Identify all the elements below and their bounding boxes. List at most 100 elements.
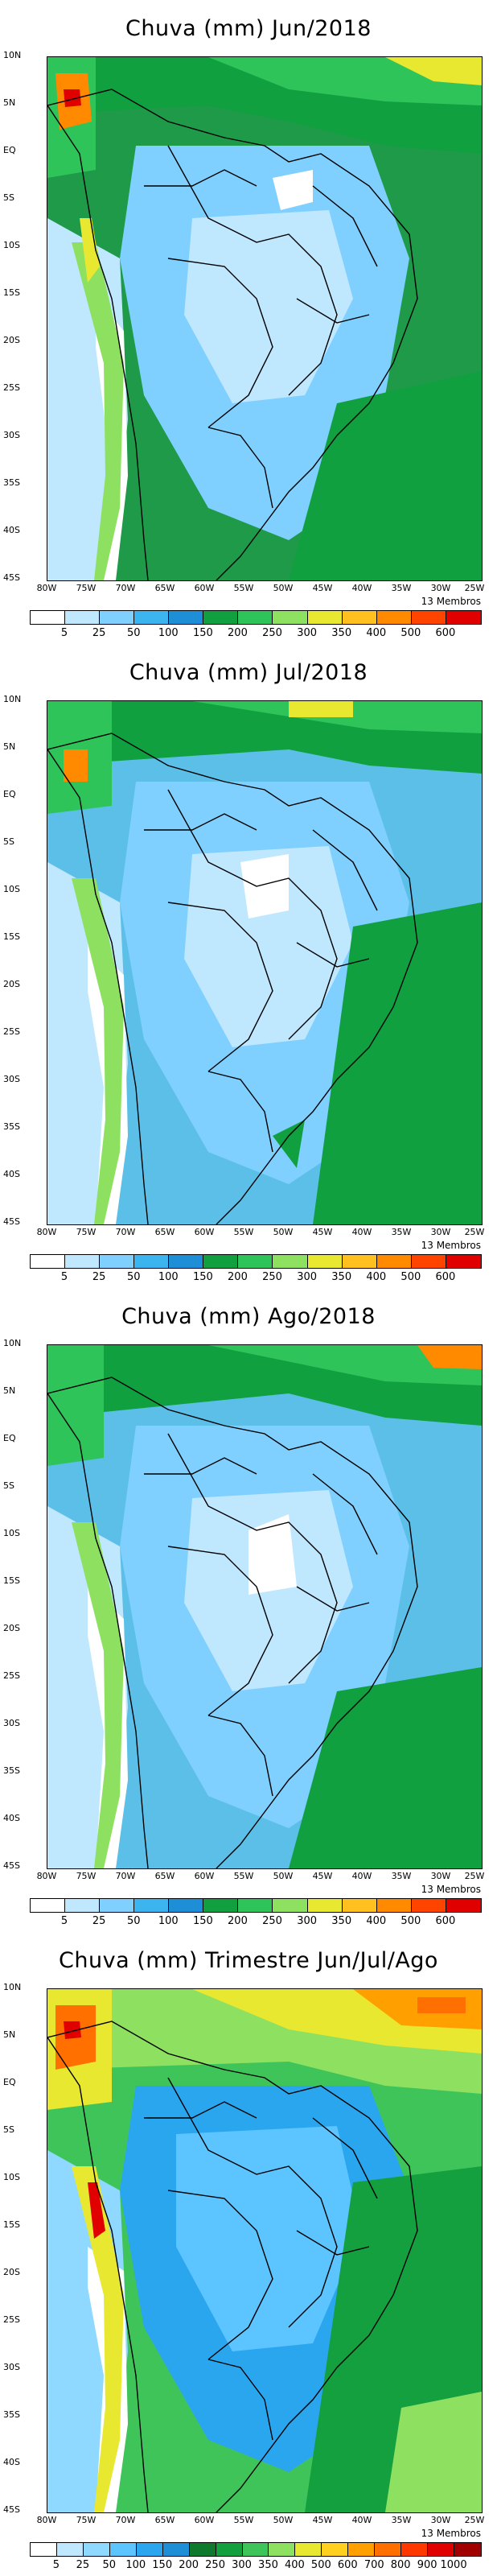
colorbar-swatch — [446, 1255, 481, 1268]
lat-label: 5N — [3, 1385, 16, 1396]
colorbar-ticks: 5 25 50 100 150 200 250 300 350 400 500 600 700 800 90… — [30, 2559, 480, 2572]
colorbar-tick-label: 400 — [366, 1271, 387, 1283]
lon-label: 50W — [273, 2515, 294, 2525]
colorbar-tick-label: 150 — [152, 2559, 173, 2571]
lat-label: 45S — [3, 1216, 20, 1227]
colorbar-tick-label: 50 — [102, 2559, 117, 2571]
map-area — [47, 1344, 483, 1869]
colorbar-tick-label: 600 — [435, 1271, 456, 1283]
lat-label: EQ — [3, 1433, 16, 1443]
lon-label: 35W — [391, 583, 412, 593]
colorbar-swatch — [238, 1899, 273, 1912]
colorbar-ticks: 5 25 50 100 150 200 250 300 350 400 500 600 — [30, 1271, 480, 1284]
panel-title: Chuva (mm) Trimestre Jun/Jul/Ago — [59, 1948, 438, 1973]
colorbar-swatch — [31, 1255, 66, 1268]
colorbar-swatch — [169, 1255, 204, 1268]
colorbar-swatch — [375, 2543, 402, 2556]
colorbar-tick-label: 50 — [126, 627, 141, 639]
colorbar-swatch — [65, 1255, 101, 1268]
lon-label: 60W — [194, 2515, 215, 2525]
colorbar-swatch — [83, 2543, 110, 2556]
lon-label: 25W — [464, 2515, 485, 2525]
colorbar-tick-label: 200 — [228, 627, 248, 639]
colorbar-swatch — [134, 611, 170, 624]
colorbar-swatch — [169, 1899, 204, 1912]
colorbar-tick-label: 200 — [179, 2559, 199, 2571]
lat-label: 20S — [3, 335, 20, 345]
lon-label: 50W — [273, 1227, 294, 1237]
lon-label: 65W — [154, 1871, 175, 1881]
lat-label: 10N — [3, 1982, 22, 1992]
lat-label: 40S — [3, 1169, 20, 1179]
colorbar-swatch — [109, 2543, 137, 2556]
rainfall-map — [47, 57, 482, 580]
lat-label: 10S — [3, 884, 20, 894]
colorbar-tick-label: 350 — [258, 2559, 278, 2571]
lat-label: 25S — [3, 2314, 20, 2325]
lat-label: EQ — [3, 145, 16, 155]
colorbar-swatch — [428, 2543, 454, 2556]
colorbar-tick-label: 5 — [60, 1271, 68, 1283]
colorbar-swatch — [376, 1899, 412, 1912]
colorbar-swatch — [65, 611, 101, 624]
colorbar-tick-label: 250 — [262, 627, 282, 639]
lon-label: 55W — [233, 1227, 254, 1237]
panel-title: Chuva (mm) Ago/2018 — [121, 1304, 376, 1329]
colorbar-swatch — [446, 1899, 481, 1912]
colorbar-tick-label: 300 — [297, 627, 318, 639]
colorbar — [30, 610, 482, 625]
colorbar-swatch — [100, 1255, 135, 1268]
colorbar-swatch — [295, 2543, 322, 2556]
colorbar-swatch — [446, 611, 481, 624]
lon-label: 30W — [430, 583, 451, 593]
lat-label: 40S — [3, 1813, 20, 1823]
colorbar-tick-label: 400 — [284, 2559, 305, 2571]
colorbar-swatch — [307, 1899, 343, 1912]
colorbar-swatch — [31, 611, 66, 624]
colorbar-swatch — [242, 2543, 269, 2556]
lat-label: 35S — [3, 477, 20, 488]
lat-label: 40S — [3, 525, 20, 535]
lat-label: 5N — [3, 97, 16, 108]
colorbar-swatch — [65, 1899, 101, 1912]
lat-label: 10N — [3, 694, 22, 704]
colorbar-tick-label: 5 — [60, 1915, 68, 1927]
lat-label: 10N — [3, 50, 22, 60]
panel-title: Chuva (mm) Jul/2018 — [129, 660, 368, 685]
colorbar-swatch — [100, 1899, 135, 1912]
colorbar-swatch — [189, 2543, 216, 2556]
lon-label: 40W — [351, 2515, 372, 2525]
lat-label: 35S — [3, 1121, 20, 1132]
lat-label: 45S — [3, 1860, 20, 1871]
colorbar — [30, 1254, 482, 1269]
colorbar-tick-label: 700 — [364, 2559, 384, 2571]
colorbar-tick-label: 100 — [125, 2559, 146, 2571]
colorbar-swatch — [411, 1899, 446, 1912]
lat-label: 15S — [3, 931, 20, 942]
colorbar-swatch — [56, 2543, 84, 2556]
colorbar-swatch — [342, 611, 377, 624]
colorbar-swatch — [376, 1255, 412, 1268]
colorbar-tick-label: 150 — [192, 1915, 213, 1927]
colorbar-swatch — [203, 1899, 239, 1912]
lon-label: 60W — [194, 1871, 215, 1881]
lat-label: 20S — [3, 1623, 20, 1633]
colorbar-swatch — [169, 611, 204, 624]
lat-label: 15S — [3, 1575, 20, 1586]
colorbar-tick-label: 150 — [192, 1271, 213, 1283]
lon-label: 25W — [464, 583, 485, 593]
lat-label: 25S — [3, 1026, 20, 1037]
colorbar-swatch — [31, 2543, 57, 2556]
lon-label: 40W — [351, 583, 372, 593]
colorbar-tick-label: 400 — [366, 1915, 387, 1927]
lat-label: 5N — [3, 741, 16, 752]
lon-label: 30W — [430, 1871, 451, 1881]
colorbar-tick-label: 400 — [366, 627, 387, 639]
rainfall-map — [47, 1989, 482, 2512]
lat-label: 10S — [3, 2172, 20, 2182]
map-area — [47, 700, 483, 1225]
colorbar-swatch — [307, 1255, 343, 1268]
lon-label: 80W — [36, 1227, 57, 1237]
lon-label: 65W — [154, 1227, 175, 1237]
colorbar-swatch — [162, 2543, 190, 2556]
